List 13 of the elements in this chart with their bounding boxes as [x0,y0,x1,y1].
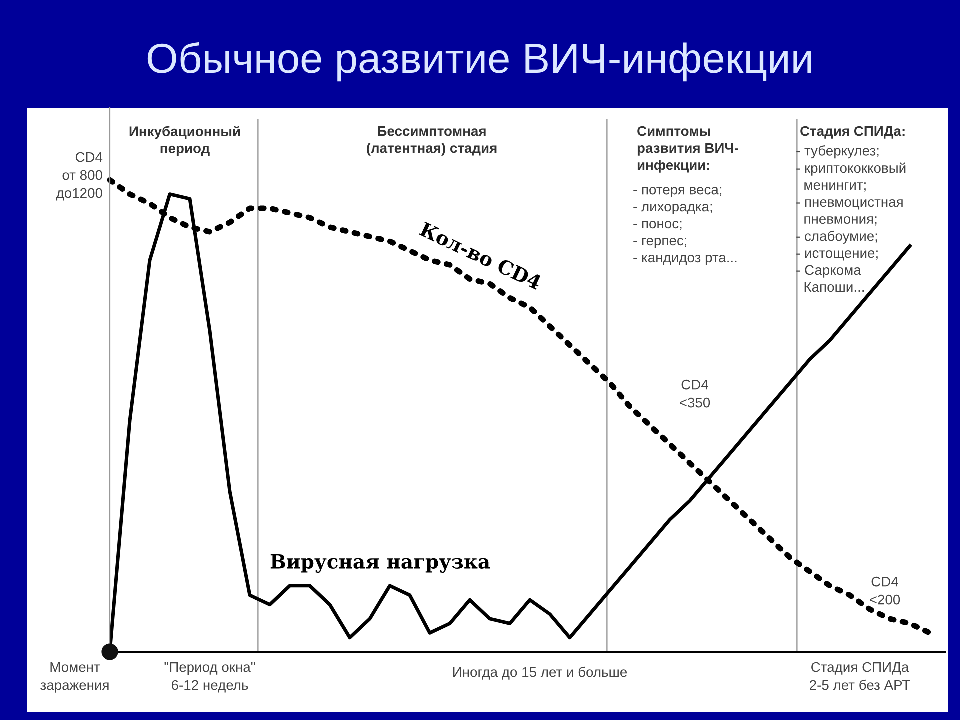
annotation: CD4 <350 [680,380,710,408]
text: CD4 от 800 до1200 [56,152,103,201]
text: Стадия СПИДа: - туберкулез; - криптококковый менингит; - пневмоцистная пневмония; - слабоумие; - истощение; - Саркома Капоши... [796,126,906,292]
text: Момент заражения [40,662,109,693]
text: Бессимптомная (латентная) стадия [367,126,497,156]
chart-title: Обычное развитие ВИЧ-инфекции [148,42,812,82]
text: Иногда до 15 лет и больше [454,666,628,680]
text: Инкубационный период [130,126,240,156]
series-label: Вирусная нагрузка [270,554,490,574]
text: Стадия СПИДа 2-5 лет без АРТ [810,662,910,690]
annotation: Симптомы развития ВИЧ- инфекции: - потеря веса; - лихорадка; - понос; - герпес; - кандидоз рта... [634,126,739,266]
text: "Период окна" 6-12 недель [164,662,256,693]
annotation: CD4 <200 [870,576,900,605]
